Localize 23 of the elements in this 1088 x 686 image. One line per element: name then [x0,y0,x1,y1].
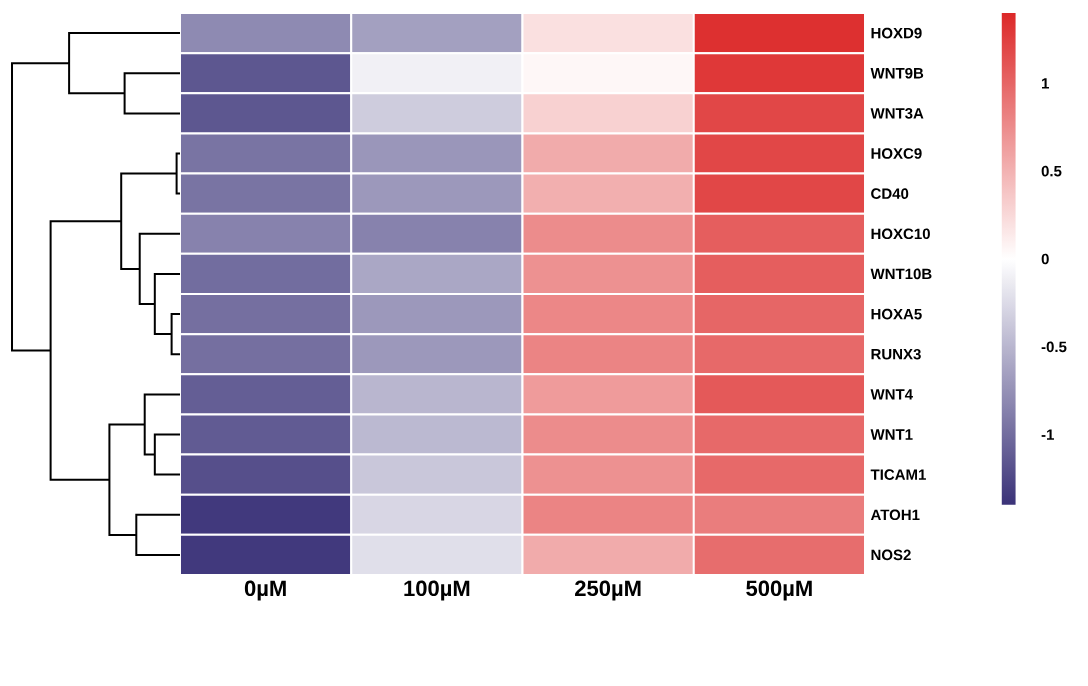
color-bar-label: 0.5 [1041,165,1062,177]
x-tick-label: 100µM [404,580,470,601]
color-bar-label: -1 [1041,429,1054,440]
y-tick-label: CD40 [871,188,909,199]
y-tick-label: RUNX3 [871,348,921,360]
color-bar-label: -0.5 [1041,341,1067,353]
y-tick-label: WNT4 [870,389,913,400]
color-bar-label: 1 [1042,78,1049,89]
x-tick-label: 500µM [746,580,812,601]
y-tick-label: TICAM1 [870,469,926,480]
y-tick-label: NOS2 [871,549,911,561]
y-tick-label: WNT1 [870,429,913,440]
y-tick-label: WNT10B [870,268,932,280]
x-tick-label: 250µM [575,580,641,601]
y-tick-label: WNT9B [870,67,924,79]
y-tick-label: HOXA5 [871,308,922,320]
y-tick-label: ATOH1 [870,509,920,521]
y-tick-label: HOXD9 [871,27,922,39]
y-tick-label: HOXC10 [871,228,930,240]
color-bar-label: 0 [1041,253,1049,265]
y-tick-label: HOXC9 [871,148,922,159]
y-tick-label: WNT3A [870,108,924,119]
x-tick-label: 0µM [244,580,286,601]
